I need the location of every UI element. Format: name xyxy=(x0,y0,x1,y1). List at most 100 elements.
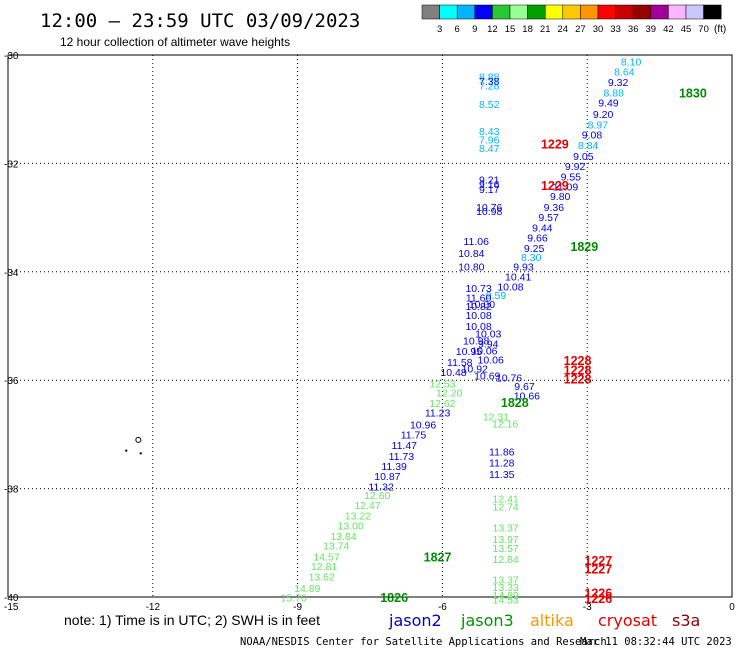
page-subtitle: 12 hour collection of altimeter wave hei… xyxy=(60,35,290,49)
wave-height-label: 8.84 xyxy=(578,140,599,152)
island-mark xyxy=(125,449,128,452)
pass-time-label: 1226 xyxy=(584,592,612,606)
wave-height-label: 10.69 xyxy=(474,370,500,382)
wave-height-label: 14.53 xyxy=(492,595,518,607)
wave-height-label: 14.89 xyxy=(492,590,518,602)
wave-height-label: 9.94 xyxy=(478,338,499,350)
color-swatch xyxy=(509,4,528,20)
color-scale-label: 6 xyxy=(455,24,460,35)
color-scale-label: 12 xyxy=(487,24,498,35)
wave-height-label: 10.92 xyxy=(462,363,488,375)
x-tick-label: -6 xyxy=(438,602,447,613)
color-scale-label: 21 xyxy=(540,24,551,35)
pass-time-label: 1228 xyxy=(564,373,592,387)
x-tick-label: 0 xyxy=(729,602,735,613)
wave-height-label: 12.16 xyxy=(492,419,518,431)
x-tick-label: -9 xyxy=(293,602,302,613)
wave-height-label: 10.66 xyxy=(514,390,540,402)
color-scale-label: 33 xyxy=(610,24,621,35)
wave-height-label: 11.06 xyxy=(463,236,489,248)
wave-height-label: 13.00 xyxy=(338,520,364,532)
wave-height-label: 12.47 xyxy=(354,500,380,512)
wave-height-label: 10.41 xyxy=(505,272,531,284)
pass-time-label: 1829 xyxy=(570,240,598,254)
pass-time-label: 1229 xyxy=(541,137,569,151)
wave-height-label: 10.98 xyxy=(463,336,489,348)
color-swatch xyxy=(703,4,722,20)
wave-height-label: 9.49 xyxy=(598,98,619,110)
wave-height-label: 10.95 xyxy=(456,346,482,358)
color-swatch xyxy=(650,4,669,20)
y-tick-label: -36 xyxy=(4,376,19,387)
legend-item-jason2: jason2 xyxy=(388,611,442,630)
color-scale-label: 24 xyxy=(558,24,569,35)
axis-tick-labels: -12 -9 -6 -3 0-30-32-34-36-38-40-15 xyxy=(4,51,735,613)
wave-height-label: 11.73 xyxy=(389,451,415,463)
wave-height-label: 8.64 xyxy=(614,66,635,78)
wave-height-label: 13.37 xyxy=(492,523,518,535)
wave-height-label: 8.30 xyxy=(521,252,542,264)
footer-timestamp: Mar 11 08:32:44 UTC 2023 xyxy=(580,636,732,648)
color-swatch xyxy=(597,4,616,20)
color-scale-label: 9 xyxy=(472,24,477,35)
wave-height-label: 12.20 xyxy=(436,388,462,400)
map-frame xyxy=(7,54,733,598)
wave-height-label: 9.21 xyxy=(479,175,500,187)
wave-height-label: 9.66 xyxy=(527,233,548,245)
wave-height-label: 15.70 xyxy=(281,593,307,605)
wave-height-label: 9.32 xyxy=(608,77,629,89)
y-tick-label: -30 xyxy=(4,51,19,62)
wave-height-label: 11.86 xyxy=(489,447,515,459)
corner-tick-label: -15 xyxy=(4,602,19,613)
wave-height-label: 12.62 xyxy=(429,398,455,410)
plot-border xyxy=(7,54,733,598)
pass-time-label: 1227 xyxy=(584,554,612,568)
wave-height-label: 11.75 xyxy=(401,429,427,441)
wave-height-label: 11.35 xyxy=(489,469,515,481)
wave-height-label: 11.58 xyxy=(447,357,473,369)
wave-height-label: 12.53 xyxy=(429,378,455,390)
wave-height-label: 10.00 xyxy=(469,299,495,311)
wave-height-label: 10.84 xyxy=(458,248,484,260)
wave-height-label: 10.87 xyxy=(374,471,400,483)
wave-height-label: 12.60 xyxy=(364,490,390,502)
wave-height-label: 10.76 xyxy=(496,372,522,384)
legend-item-s3a: s3a xyxy=(672,611,700,630)
color-scale-unit: (ft) xyxy=(714,24,726,35)
wave-height-label: 10.98 xyxy=(476,206,502,218)
wave-height-label: 13.57 xyxy=(492,543,518,555)
color-scale-label: 18 xyxy=(522,24,533,35)
wave-height-label: 11.32 xyxy=(368,481,394,493)
wave-height-label: 10.76 xyxy=(476,202,502,214)
wave-height-label: 10.82 xyxy=(465,301,491,313)
wave-height-label: 11.09 xyxy=(553,182,579,194)
color-swatch xyxy=(685,4,704,20)
wave-height-label: 13.84 xyxy=(330,531,356,543)
color-swatch xyxy=(456,4,476,20)
wave-height-label: 13.33 xyxy=(492,582,518,594)
wave-height-label: 8.88 xyxy=(479,72,500,84)
footer-credit: NOAA/NESDIS Center for Satellite Applica… xyxy=(240,636,607,648)
wave-height-label: 9.93 xyxy=(513,261,534,273)
island-outline xyxy=(125,436,142,455)
wave-height-label: 10.80 xyxy=(458,261,484,273)
color-scale-label: 15 xyxy=(505,24,516,35)
color-scale-label: 42 xyxy=(663,24,674,35)
wave-height-label: 10.08 xyxy=(497,281,523,293)
wave-height-label: 9.92 xyxy=(565,161,586,173)
pass-time-label: 1226 xyxy=(584,587,612,601)
color-scale-bar: 3 6 9 12 15 18 21 24 27 30 33 36 39 42 45 70 xyxy=(421,4,722,35)
wave-height-label: 9.57 xyxy=(538,212,559,224)
pass-time-label: 1229 xyxy=(541,179,569,193)
wave-height-label: 9.25 xyxy=(524,243,545,255)
wave-height-label: 8.10 xyxy=(621,57,642,69)
wave-height-label: 10.48 xyxy=(440,367,466,379)
y-tick-label: -38 xyxy=(4,485,19,496)
wave-height-label: 11.39 xyxy=(381,461,407,473)
page-title: 12:00 – 23:59 UTC 03/09/2023 xyxy=(40,10,360,32)
pass-time-label: 1228 xyxy=(564,363,592,377)
wave-height-label: 9.08 xyxy=(582,130,603,142)
wave-height-label: 9.44 xyxy=(532,222,553,234)
wave-height-label: 11.23 xyxy=(425,408,451,420)
